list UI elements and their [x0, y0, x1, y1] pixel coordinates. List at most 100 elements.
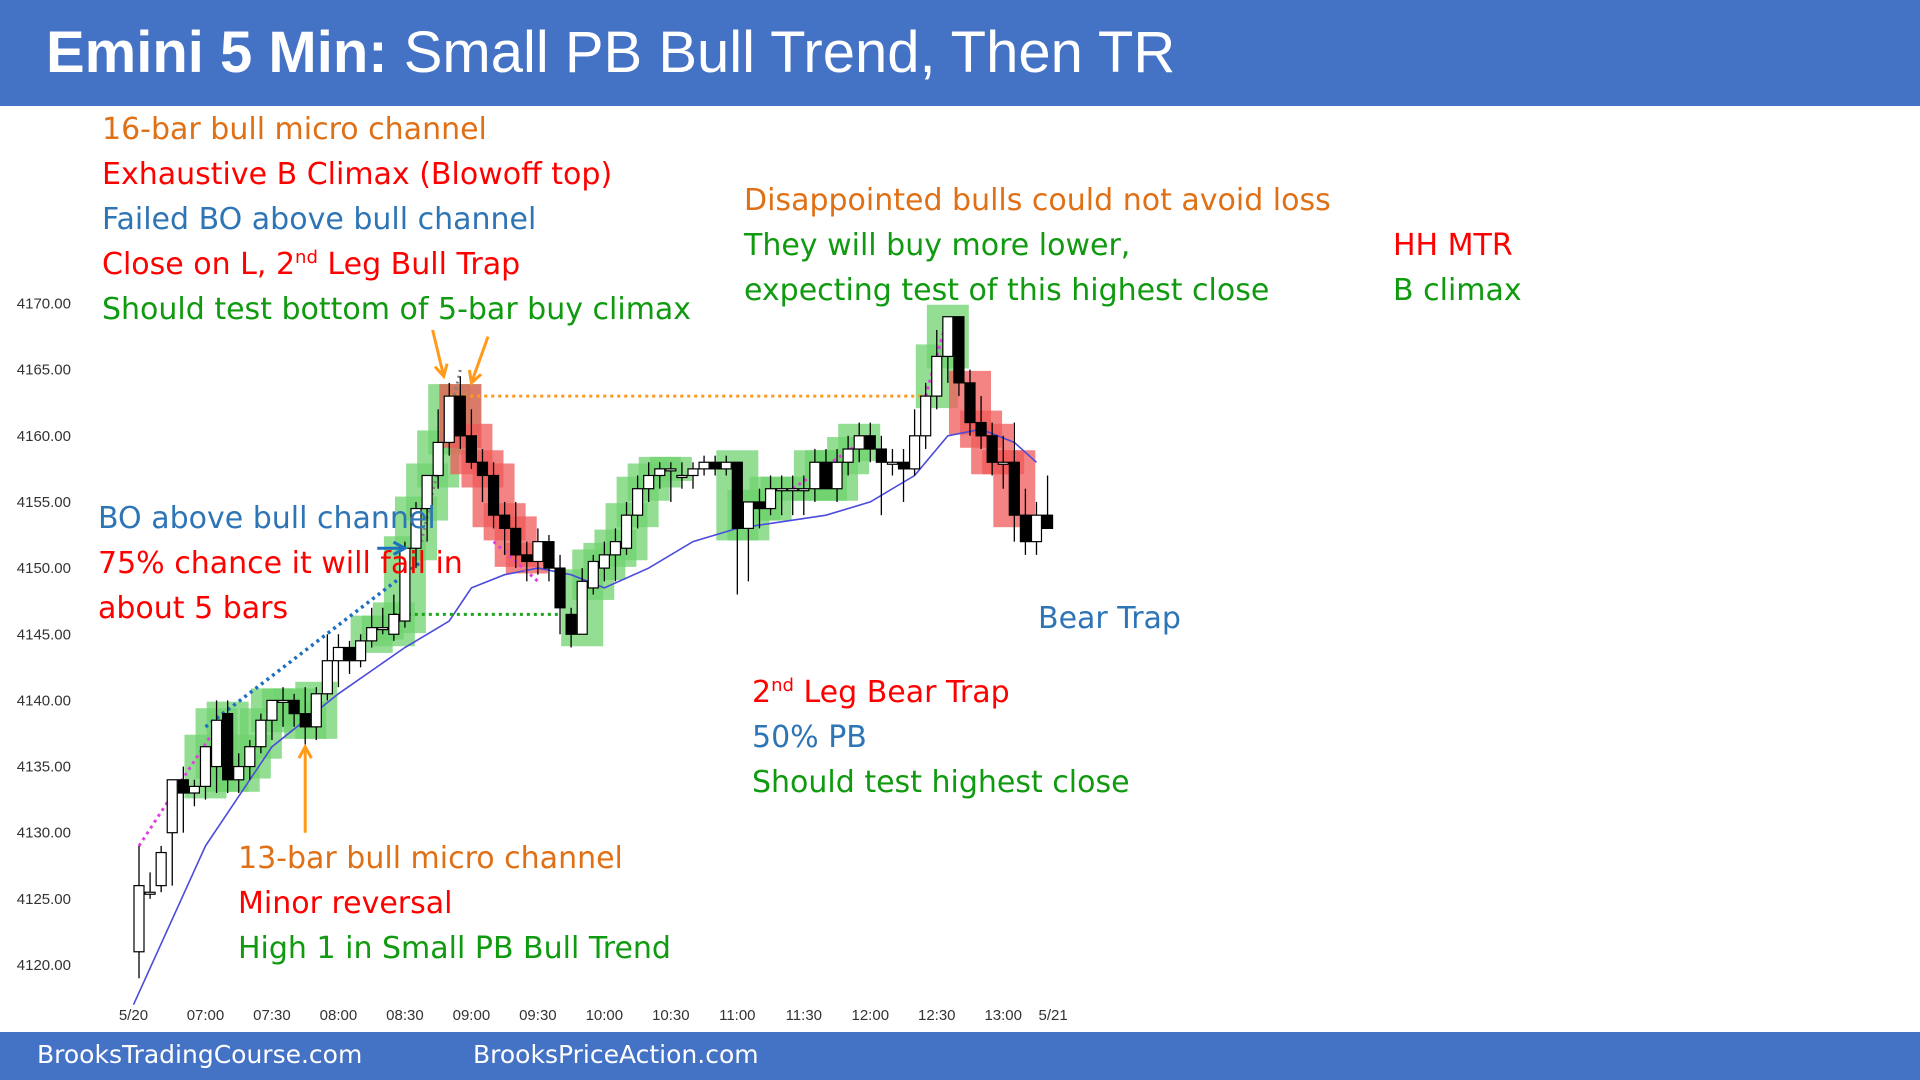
bear-candle-body	[487, 474, 500, 516]
candle	[687, 462, 699, 489]
bear-candle-body	[964, 382, 976, 424]
candle	[853, 422, 865, 463]
bear-candle-body	[543, 541, 555, 569]
candle	[166, 779, 178, 886]
ann-line: Disappointed bulls could not avoid loss	[744, 183, 1331, 218]
ann-text: 2	[752, 675, 772, 710]
y-tick-label: 4130.00	[17, 825, 71, 842]
candle	[875, 435, 887, 516]
candle	[332, 634, 345, 688]
candle	[831, 449, 843, 502]
annotation-arrows	[297, 329, 490, 833]
candle	[886, 449, 899, 476]
x-tick-label: 10:30	[652, 1007, 690, 1024]
ann-line: Should test highest close	[752, 765, 1130, 800]
candle	[620, 501, 633, 555]
arrow-orange	[297, 743, 313, 833]
ann-line: 50% PB	[752, 720, 867, 755]
y-tick-label: 4165.00	[17, 362, 71, 379]
bear-candle-body	[1008, 461, 1020, 516]
bear-candle-body	[709, 461, 721, 470]
ann-line: High 1 in Small PB Bull Trend	[238, 931, 671, 966]
annotation-second-leg-bear-trap: 2nd Leg Bear Trap 50% PB Should test hig…	[752, 670, 1130, 805]
candle	[210, 700, 223, 794]
bull-candle-body	[355, 640, 367, 662]
footer-right-link[interactable]: BrooksPriceAction.com	[473, 1040, 759, 1069]
ema-polyline	[132, 428, 1038, 1006]
candle	[277, 687, 289, 727]
ann-line: about 5 bars	[98, 591, 289, 626]
bull-candle-body	[676, 474, 688, 479]
bull-candle-body	[809, 461, 821, 490]
ann-line: Bear Trap	[1038, 601, 1181, 636]
bull-candle-body	[244, 746, 256, 768]
candle	[986, 422, 998, 476]
ann-line: 16-bar bull micro channel	[102, 112, 487, 147]
candle	[233, 753, 245, 794]
annotation-climax: 16-bar bull micro channel Exhaustive B C…	[102, 107, 691, 332]
candle	[654, 462, 666, 489]
x-tick-label: 07:30	[253, 1007, 291, 1024]
candle	[388, 594, 400, 641]
ann-line: B climax	[1393, 273, 1522, 308]
candle	[299, 687, 311, 754]
bull-candle-body	[443, 395, 455, 444]
y-axis: 4170.00 4165.00 4160.00 4155.00 4150.00 4145.…	[17, 296, 71, 975]
candle	[731, 461, 743, 595]
candle	[199, 746, 212, 800]
x-tick-label: 5/21	[1038, 1007, 1067, 1024]
candle	[964, 369, 976, 436]
bull-candle-body	[886, 461, 899, 465]
candle	[465, 409, 477, 469]
bull-candle-body	[643, 474, 655, 490]
ann-line: Failed BO above bull channel	[102, 202, 537, 237]
candle	[410, 501, 422, 569]
candle	[609, 528, 622, 582]
candle	[920, 382, 932, 450]
ann-text: Leg Bull Trap	[317, 247, 521, 282]
bull-candle-body	[166, 779, 178, 834]
candle	[510, 501, 522, 569]
bull-candle-body	[720, 461, 732, 470]
bull-candle-body	[266, 699, 278, 721]
blue-channel-line	[204, 560, 423, 729]
ann-line: BO above bull channel	[98, 501, 436, 536]
candle	[587, 554, 599, 595]
bull-candle-body	[587, 560, 599, 589]
bear-candle-body	[975, 421, 987, 437]
candle	[432, 409, 444, 489]
x-tick-label: 07:00	[187, 1007, 225, 1024]
bull-candle-body	[742, 501, 755, 530]
y-tick-label: 4145.00	[17, 626, 71, 643]
ann-sup: nd	[295, 247, 318, 268]
bull-candle-body	[620, 514, 633, 549]
title-bold: Emini 5 Min:	[46, 20, 388, 85]
bull-candle-body	[997, 461, 1009, 465]
candle	[454, 376, 466, 450]
arrow-head	[433, 363, 449, 380]
bull-candle-body	[366, 627, 378, 642]
bear-candle-body	[499, 514, 511, 530]
candle	[487, 462, 500, 529]
footer-left-link[interactable]: BrooksTradingCourse.com	[37, 1040, 363, 1069]
candle	[598, 541, 610, 582]
bear-candle-body	[454, 395, 466, 437]
candle	[698, 455, 710, 476]
candle	[222, 700, 234, 794]
candle	[953, 316, 965, 397]
candle	[144, 872, 156, 899]
ann-line: 13-bar bull micro channel	[238, 841, 623, 876]
title-rest: Small PB Bull Trend, Then TR	[403, 20, 1176, 85]
bear-candle-body	[343, 646, 356, 662]
bull-candle-body	[255, 719, 267, 748]
bull-candle-body	[410, 507, 422, 549]
ann-text: Close on L, 2	[102, 247, 296, 282]
ema-line	[132, 428, 1038, 1006]
bull-candle-body	[931, 355, 943, 397]
bull-candle-body	[421, 474, 433, 510]
candle	[809, 449, 821, 502]
candle	[266, 699, 278, 741]
candle	[576, 568, 588, 635]
x-tick-label: 09:00	[453, 1007, 491, 1024]
ann-line: They will buy more lower,	[744, 228, 1131, 263]
